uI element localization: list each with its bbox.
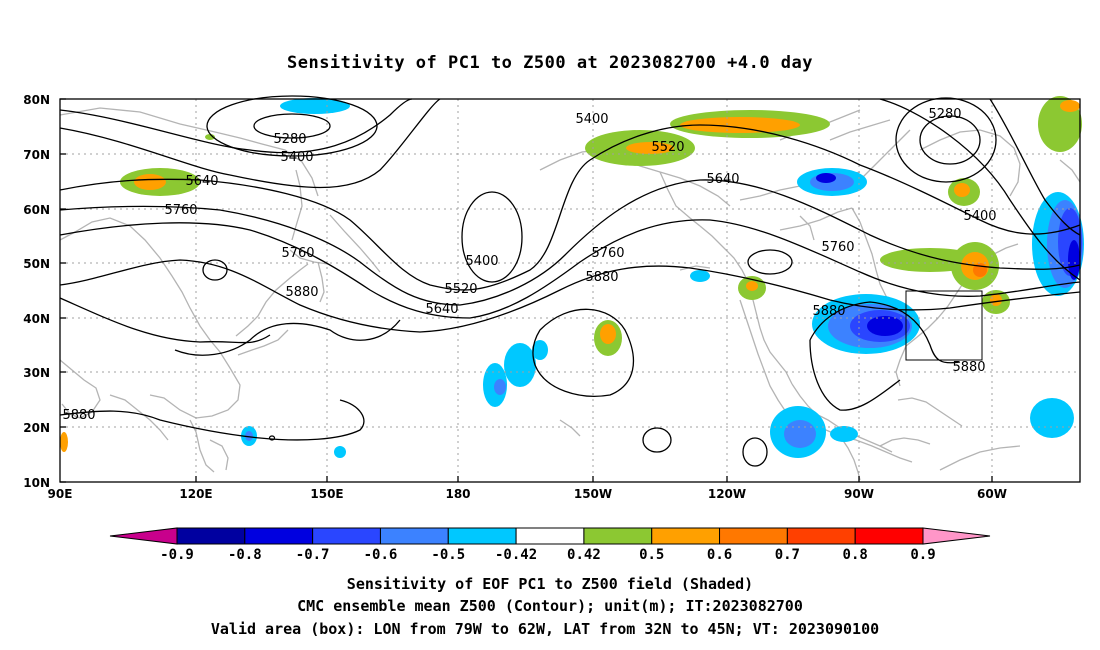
lat-label: 40N [23,312,50,326]
colorbar-label: 0.42 [567,547,601,563]
colorbar-label: -0.9 [160,547,194,563]
colorbar-segment [379,527,449,545]
contour-label: 5640 [185,174,218,189]
footer-line-2: CMC ensemble mean Z500 (Contour); unit(m… [297,597,803,615]
contour-label: 5760 [164,203,197,218]
colorbar: -0.9 -0.8 -0.7 -0.6 -0.5 -0.42 0.42 0.5 0.6 0.7 0.… [109,527,991,563]
lat-label: 10N [23,476,50,490]
colorbar-label: 0.5 [639,547,664,563]
figure-title: Sensitivity of PC1 to Z500 at 2023082700… [287,53,813,73]
lat-label: 70N [23,148,50,162]
lon-label: 150W [574,487,612,501]
colorbar-segment [312,527,381,545]
contour-labels: 5280 5400 5400 5520 5640 5760 5640 5760 … [62,107,996,423]
colorbar-segment [515,527,585,545]
map-panel: 80N 70N 60N 50N 40N 30N 20N 10N 90E 120E… [23,93,1084,501]
valid-area-box [905,290,983,361]
lat-label: 30N [23,366,50,380]
contour-label: 5400 [963,209,996,224]
contour-label: 5400 [280,150,313,165]
colorbar-label: 0.7 [775,547,800,563]
lat-label: 20N [23,421,50,435]
contour-label: 5880 [285,285,318,300]
colorbar-label: -0.7 [296,547,330,563]
colorbar-label: 0.9 [910,547,935,563]
contour-label: 5880 [62,408,95,423]
contour-label: 5760 [821,240,854,255]
contour-label: 5280 [273,132,306,147]
contour-label: 5880 [585,270,618,285]
lat-label: 60N [23,203,50,217]
colorbar-extend-high [922,527,991,545]
footer-line-3: Valid area (box): LON from 79W to 62W, L… [211,620,879,638]
contour-label: 5400 [575,112,608,127]
colorbar-segment [719,527,788,545]
contour-label: 5760 [281,246,314,261]
lon-label: 90W [844,487,874,501]
colorbar-label: -0.5 [431,547,465,563]
map-frame [59,98,1081,483]
contour-label: 5760 [591,246,624,261]
lat-label: 50N [23,257,50,271]
lat-label: 80N [23,93,50,107]
lon-label: 60W [977,487,1007,501]
lon-label: 120W [708,487,746,501]
lon-label: 120E [179,487,212,501]
axis-ticks [60,98,993,483]
colorbar-label: -0.8 [228,547,262,563]
lon-label: 150E [310,487,343,501]
colorbar-label: -0.42 [495,547,537,563]
colorbar-segment [244,527,314,545]
colorbar-segment [651,527,721,545]
footer-line-1: Sensitivity of EOF PC1 to Z500 field (Sh… [347,575,753,593]
colorbar-segment [786,527,856,545]
colorbar-label: 0.6 [707,547,732,563]
contour-label: 5520 [651,140,684,155]
contour-label: 5640 [706,172,739,187]
z500-contours [59,95,1081,467]
colorbar-segment [854,527,924,545]
contour-label: 5400 [465,254,498,269]
longitude-labels: 90E 120E 150E 180 150W 120W 90W 60W [48,487,1007,501]
lon-label: 90E [48,487,73,501]
colorbar-segment [583,527,653,545]
contour-label: 5520 [444,282,477,297]
latitude-labels: 80N 70N 60N 50N 40N 30N 20N 10N [23,93,50,490]
colorbar-label: 0.8 [843,547,868,563]
colorbar-extend-low [109,527,178,545]
colorbar-segment [447,527,517,545]
contour-label: 5280 [928,107,961,122]
graticule [60,99,1080,482]
contour-label: 5880 [812,304,845,319]
lon-label: 180 [445,487,470,501]
contour-label: 5880 [952,360,985,375]
colorbar-segment [176,527,246,545]
contour-label: 5640 [425,302,458,317]
colorbar-label: -0.6 [364,547,398,563]
